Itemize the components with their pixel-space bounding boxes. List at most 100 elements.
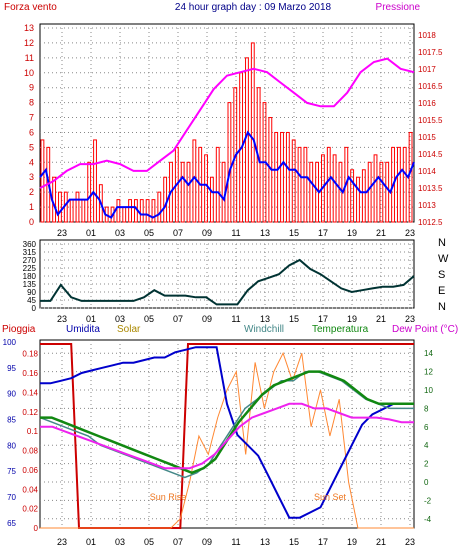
y-tick-label: 135 (23, 280, 37, 289)
x-tick-label: 21 (376, 537, 386, 547)
y-tick-label: 3 (29, 172, 34, 182)
y2-tick-label: 1018 (418, 31, 436, 40)
wind-speed-bar (379, 161, 384, 223)
rain-tick-label: 0.1 (27, 427, 39, 436)
wind-speed-bar (356, 176, 360, 223)
y2-tick-label: 1013.5 (418, 184, 443, 193)
legend-label: Pioggia (2, 324, 36, 335)
x-tick-label: 15 (289, 228, 299, 238)
y2-tick-label: 1015 (418, 133, 436, 142)
wind-speed-bar (40, 139, 45, 223)
x-tick-label: 05 (144, 314, 154, 324)
x-tick-label: 13 (260, 314, 270, 324)
humidity-line (40, 346, 414, 519)
temperature-tick-label: 6 (424, 423, 429, 432)
x-tick-label: 23 (405, 537, 415, 547)
x-tick-label: 17 (318, 228, 328, 238)
legend-label: Windchill (244, 324, 284, 335)
wind-speed-bar (157, 191, 162, 223)
x-tick-label: 07 (173, 537, 183, 547)
solar-line (40, 351, 414, 529)
x-tick-label: 23 (405, 314, 415, 324)
wind-speed-bar (139, 199, 144, 223)
humidity-tick-label: 80 (7, 441, 16, 450)
pressure-line (39, 57, 415, 189)
wind-speed-bar (250, 42, 255, 223)
y-tick-label: 11 (25, 53, 34, 63)
temperature-tick-label: 0 (424, 478, 429, 487)
wind-speed-bar (361, 169, 366, 223)
wind-speed-bar (215, 146, 220, 223)
compass-direction-label: S (438, 269, 445, 281)
humidity-tick-label: 90 (7, 390, 16, 399)
x-tick-label: 21 (376, 228, 386, 238)
x-tick-label: 11 (231, 537, 240, 547)
y2-tick-label: 1014 (418, 167, 436, 176)
wind-speed-bar (297, 146, 302, 223)
y-tick-label: 90 (27, 288, 36, 297)
y-tick-label: 0 (29, 217, 34, 227)
y-tick-label: 7 (29, 113, 34, 123)
y2-tick-label: 1013 (418, 201, 436, 210)
rain-tick-label: 0.04 (22, 485, 38, 494)
legend-label: Umidita (66, 324, 100, 335)
temperature-tick-label: 14 (424, 349, 433, 358)
x-tick-label: 19 (347, 228, 357, 238)
temperature-tick-label: 10 (424, 386, 433, 395)
wind-speed-bar (145, 199, 150, 223)
x-tick-label: 23 (57, 228, 67, 238)
y2-tick-label: 1016.5 (418, 82, 443, 91)
y-tick-label: 5 (29, 142, 34, 152)
wind-speed-bar (227, 102, 232, 223)
y2-tick-label: 1017.5 (418, 48, 443, 57)
compass-direction-label: N (438, 301, 446, 313)
wind-speed-bar (391, 146, 395, 223)
rain-tick-label: 0 (34, 524, 39, 533)
x-tick-label: 01 (86, 228, 96, 238)
y2-tick-label: 1012.5 (418, 218, 443, 227)
y2-tick-label: 1016 (418, 99, 436, 108)
x-tick-label: 15 (289, 537, 299, 547)
wind-speed-bar (209, 176, 214, 223)
x-tick-label: 11 (231, 228, 240, 238)
x-tick-label: 19 (347, 537, 357, 547)
wind-speed-bar (87, 161, 92, 223)
wind-speed-bar (116, 199, 121, 223)
x-tick-label: 23 (405, 228, 415, 238)
wind-speed-bar (151, 199, 156, 223)
x-tick-label: 15 (289, 314, 299, 324)
dew-point-line (40, 402, 414, 470)
sun-set-annotation: Sun Set (314, 492, 347, 502)
y-tick-label: 4 (29, 157, 34, 167)
legend-label: Dew Point (°C) (392, 324, 458, 335)
x-tick-label: 05 (144, 228, 154, 238)
y-tick-label: 12 (24, 38, 34, 48)
panel2-frame (39, 239, 415, 309)
x-tick-label: 11 (231, 314, 240, 324)
y-tick-label: 1 (29, 202, 34, 212)
humidity-tick-label: 65 (7, 519, 16, 528)
x-tick-label: 13 (260, 228, 270, 238)
wind-speed-bar (192, 139, 197, 223)
temperature-tick-label: 2 (424, 460, 429, 469)
temperature-tick-label: 8 (424, 404, 429, 413)
wind-speed-bar (186, 161, 191, 223)
rain-tick-label: 0.14 (22, 388, 38, 397)
x-tick-label: 09 (202, 228, 212, 238)
wind-speed-bar (204, 154, 208, 223)
compass-direction-label: N (438, 237, 446, 249)
x-tick-label: 17 (318, 537, 328, 547)
wind-speed-bar (303, 146, 308, 223)
temperature-tick-label: -2 (424, 496, 432, 505)
x-tick-label: 09 (202, 537, 212, 547)
x-tick-label: 09 (202, 314, 212, 324)
wind-speed-bar (332, 154, 337, 223)
y2-axis-title: Pressione (376, 2, 421, 13)
wind-speed-bar (163, 176, 168, 223)
y-tick-label: 10 (24, 68, 34, 78)
wind-speed-bar (180, 161, 185, 223)
wind-speed-bar (291, 139, 296, 223)
temperature-tick-label: -4 (424, 515, 432, 524)
rain-tick-label: 0.06 (22, 466, 38, 475)
